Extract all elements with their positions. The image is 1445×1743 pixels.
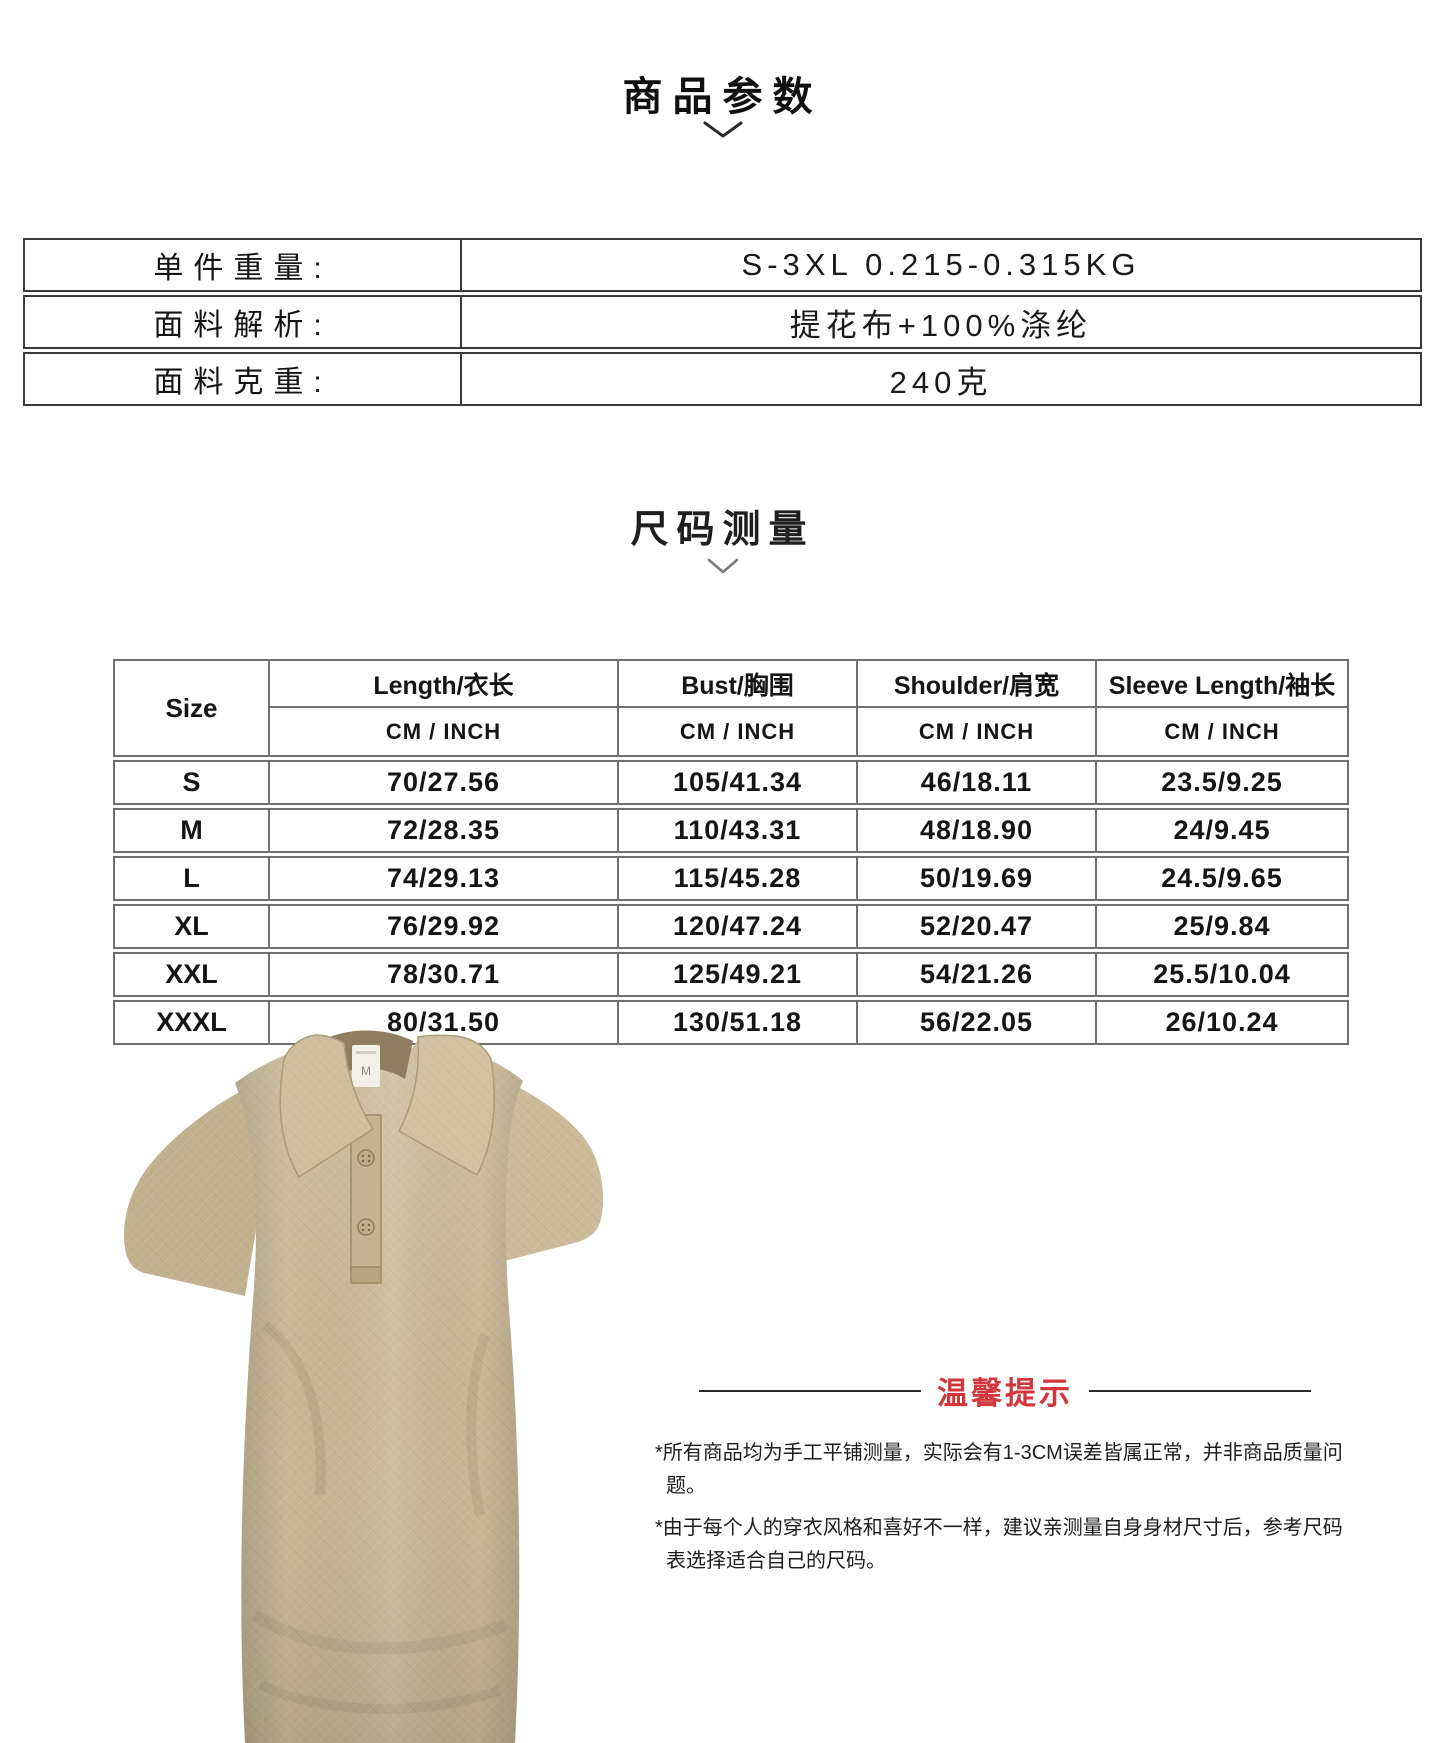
size-cell: 23.5/9.25 — [1161, 767, 1283, 797]
tips-list: *所有商品均为手工平铺测量，实际会有1-3CM误差皆属正常，并非商品质量问题。 *… — [655, 1437, 1355, 1578]
page-title-product-params: 商品参数 — [622, 75, 823, 119]
size-row: XL 76/29.92 120/47.24 52/20.47 25/9.84 — [113, 904, 1349, 949]
param-value: 240克 — [889, 364, 993, 400]
param-rows: 单件重量: S-3XL 0.215-0.315KG 面料解析: 提花布+100%涤纶面… — [23, 238, 1422, 406]
page-title-size-measure: 尺码测量 — [630, 509, 815, 551]
size-cell: 70/27.56 — [270, 762, 619, 803]
care-label-size-text: M — [361, 1064, 371, 1078]
warm-tips-section: 温馨提示 *所有商品均为手工平铺测量，实际会有1-3CM误差皆属正常，并非商品质… — [655, 1368, 1355, 1578]
param-row: 面料解析: 提花布+100%涤纶 — [23, 295, 1422, 349]
size-column-label: Bust/胸围 — [619, 661, 856, 708]
shirt-placket — [350, 1114, 382, 1284]
size-cell: 24/9.45 — [1173, 815, 1271, 845]
chevron-down-icon — [703, 121, 742, 138]
size-row: S 70/27.56 105/41.34 46/18.11 23.5/9.25 — [113, 760, 1349, 805]
size-cell: 50/19.69 — [858, 858, 1097, 899]
size-column-unit: CM / INCH — [385, 718, 502, 744]
size-row: XXL 78/30.71 125/49.21 54/21.26 25.5/10.04 — [113, 952, 1349, 997]
param-row: 面料克重: 240克 — [23, 352, 1422, 406]
chevron-down-icon — [707, 558, 738, 574]
size-row-label: XXXL — [115, 1002, 270, 1043]
size-chart-rows: S 70/27.56 105/41.34 46/18.11 23.5/9.25 M 72/2… — [113, 760, 1349, 1045]
divider-line — [699, 1389, 921, 1392]
size-column-label: Sleeve Length/袖长 — [1097, 661, 1347, 708]
size-row: L 74/29.13 115/45.28 50/19.69 24.5/9.65 — [113, 856, 1349, 901]
shirt-collar — [279, 1034, 495, 1179]
size-cell: 54/21.26 — [858, 954, 1097, 995]
param-label: 面料克重: — [25, 354, 462, 404]
size-cell: 110/43.31 — [619, 810, 858, 851]
size-row-label: M — [115, 810, 270, 851]
param-value: 提花布+100%涤纶 — [789, 307, 1093, 343]
size-cell: 78/30.71 — [270, 954, 619, 995]
param-value: S-3XL 0.215-0.315KG — [741, 247, 1141, 282]
size-column-label: Length/衣长 — [270, 661, 617, 708]
product-params-table: 单件重量: S-3XL 0.215-0.315KG 面料解析: 提花布+100%涤纶面… — [23, 238, 1422, 409]
size-cell: 76/29.92 — [270, 906, 619, 947]
size-cell: 105/41.34 — [619, 762, 858, 803]
shirt-body — [235, 1040, 523, 1743]
size-column-header: Bust/胸围 CM / INCH — [619, 661, 858, 755]
size-row-label: L — [115, 858, 270, 899]
size-cell: 24.5/9.65 — [1161, 863, 1283, 893]
size-row-label: XL — [115, 906, 270, 947]
size-column-header: Sleeve Length/袖长 CM / INCH — [1097, 661, 1347, 755]
size-row-label: S — [115, 762, 270, 803]
param-row: 单件重量: S-3XL 0.215-0.315KG — [23, 238, 1422, 292]
tip-item: *由于每个人的穿衣风格和喜好不一样，建议亲测量自身身材尺寸后，参考尺码表选择适合… — [655, 1517, 1343, 1572]
size-cell: 125/49.21 — [619, 954, 858, 995]
size-column-unit: CM / INCH — [918, 718, 1035, 744]
size-column-unit: CM / INCH — [1164, 718, 1280, 744]
tip-item: *所有商品均为手工平铺测量，实际会有1-3CM误差皆属正常，并非商品质量问题。 — [655, 1442, 1343, 1497]
size-cell: 80/31.50 — [270, 1002, 619, 1043]
size-column-header: Length/衣长 CM / INCH — [270, 661, 619, 755]
param-label: 单件重量: — [25, 240, 462, 290]
size-column-label: Shoulder/肩宽 — [858, 661, 1095, 708]
size-cell: 115/45.28 — [619, 858, 858, 899]
size-row: M 72/28.35 110/43.31 48/18.90 24/9.45 — [113, 808, 1349, 853]
size-column-unit: CM / INCH — [679, 718, 796, 744]
tips-title: 温馨提示 — [937, 1376, 1073, 1411]
size-cell: 72/28.35 — [270, 810, 619, 851]
size-chart-header: Size Length/衣长 CM / INCH Bust/胸围 CM / INCH S… — [113, 659, 1349, 757]
size-cell: 26/10.24 — [1165, 1007, 1279, 1037]
size-cell: 52/20.47 — [858, 906, 1097, 947]
size-cell: 74/29.13 — [270, 858, 619, 899]
divider-line — [1089, 1389, 1311, 1392]
size-cell: 48/18.90 — [858, 810, 1097, 851]
size-cell: 120/47.24 — [619, 906, 858, 947]
size-cell: 25/9.84 — [1173, 911, 1271, 941]
param-label: 面料解析: — [25, 297, 462, 347]
size-column-header: Shoulder/肩宽 CM / INCH — [858, 661, 1097, 755]
warm-tips-header: 温馨提示 — [655, 1368, 1355, 1413]
size-cell: 25.5/10.04 — [1153, 959, 1291, 989]
size-row-label: XXL — [115, 954, 270, 995]
size-cell: 46/18.11 — [858, 762, 1097, 803]
product-photo-polo-shirt: M — [124, 1030, 604, 1743]
size-chart-corner-header: Size — [115, 661, 270, 755]
size-cell: 130/51.18 — [619, 1002, 858, 1043]
size-chart-columns: Length/衣长 CM / INCH Bust/胸围 CM / INCH Should… — [270, 661, 1347, 755]
size-cell: 56/22.05 — [858, 1002, 1097, 1043]
size-chart-table: Size Length/衣长 CM / INCH Bust/胸围 CM / INCH S… — [113, 659, 1349, 1045]
